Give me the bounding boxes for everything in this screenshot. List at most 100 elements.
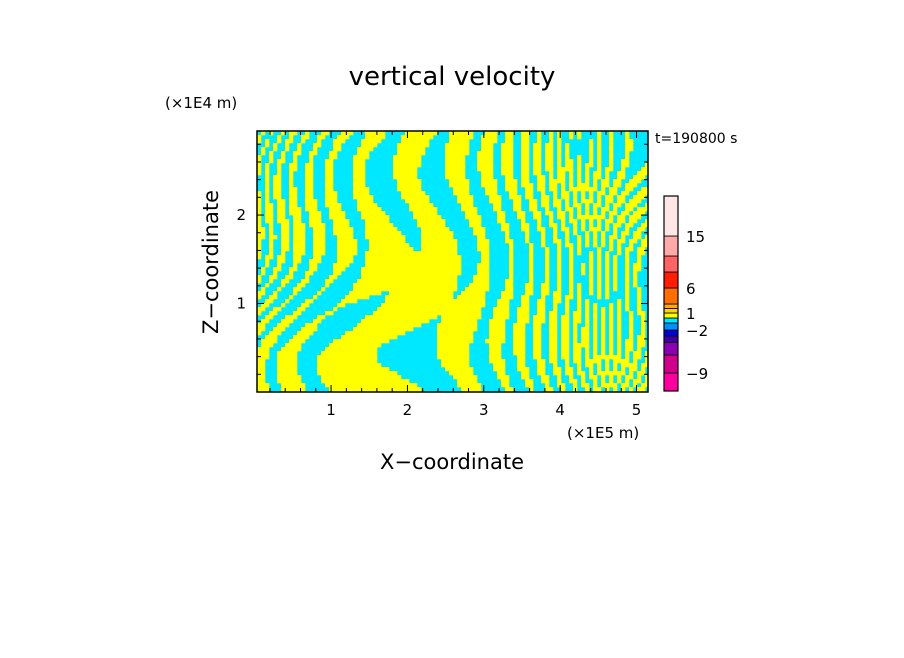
field-cell <box>281 251 286 256</box>
field-cell <box>449 371 474 376</box>
field-cell <box>585 307 590 312</box>
field-cell <box>533 171 542 176</box>
colorbar-label: 6 <box>686 280 696 298</box>
field-cell <box>401 135 434 140</box>
field-cell <box>581 339 590 344</box>
field-cell <box>593 203 602 208</box>
field-cell <box>557 159 562 164</box>
field-cell <box>593 231 598 236</box>
field-cell <box>273 147 278 152</box>
field-cell <box>545 279 550 284</box>
field-cell <box>613 279 618 284</box>
field-cell <box>545 143 554 148</box>
field-cell <box>561 331 570 336</box>
field-cell <box>521 155 530 160</box>
field-cell <box>569 215 574 220</box>
field-cell <box>497 371 506 376</box>
field-cell <box>501 159 514 164</box>
field-cell <box>629 315 634 320</box>
field-cell <box>541 239 546 244</box>
field-cell <box>501 143 514 148</box>
field-cell <box>353 179 366 184</box>
field-cell <box>545 251 550 256</box>
field-cell <box>265 163 270 168</box>
field-cell <box>549 135 554 140</box>
field-cell <box>297 307 306 312</box>
field-cell <box>593 183 598 188</box>
field-cell <box>277 211 286 216</box>
field-cell <box>605 387 610 392</box>
field-cell <box>601 339 606 344</box>
field-cell <box>505 239 514 244</box>
field-cell <box>609 327 614 332</box>
field-cell <box>565 203 570 208</box>
field-cell <box>489 199 502 204</box>
field-cell <box>505 283 514 288</box>
field-cell <box>589 139 594 144</box>
field-cell <box>277 159 286 164</box>
field-cell <box>605 275 610 280</box>
field-cell <box>545 159 554 164</box>
field-cell <box>625 131 630 136</box>
field-cell <box>289 183 294 188</box>
field-cell <box>257 331 262 336</box>
field-cell <box>537 219 542 224</box>
field-cell <box>641 367 646 372</box>
field-cell <box>545 247 550 252</box>
field-cell <box>633 355 642 360</box>
field-cell <box>269 159 274 164</box>
field-cell <box>529 203 538 208</box>
field-cell <box>557 247 562 252</box>
field-cell <box>625 355 630 360</box>
field-cell <box>585 359 602 364</box>
field-cell <box>565 151 570 156</box>
field-cell <box>257 171 262 176</box>
colorbar-band <box>663 354 679 374</box>
x-tick-label: 4 <box>555 401 565 419</box>
field-cell <box>557 131 562 136</box>
field-cell <box>557 259 562 264</box>
field-cell <box>333 307 338 312</box>
field-cell <box>305 179 314 184</box>
field-cell <box>293 231 306 236</box>
field-cell <box>617 323 622 328</box>
field-cell <box>573 223 578 228</box>
field-cell <box>473 279 490 284</box>
field-cell <box>585 203 590 208</box>
field-cell <box>585 211 590 216</box>
field-cell <box>597 195 602 200</box>
field-cell <box>521 143 530 148</box>
field-cell <box>301 303 310 308</box>
field-cell <box>629 387 634 392</box>
field-cell <box>325 163 334 168</box>
field-cell <box>609 375 614 380</box>
field-cell <box>593 311 598 316</box>
field-cell <box>329 215 346 220</box>
field-cell <box>637 347 642 352</box>
field-cell <box>533 315 546 320</box>
field-cell <box>593 303 598 308</box>
field-cell <box>257 207 262 212</box>
field-cell <box>505 187 518 192</box>
field-cell <box>645 203 648 208</box>
field-cell <box>521 295 530 300</box>
field-cell <box>541 283 550 288</box>
field-cell <box>597 199 602 204</box>
field-cell <box>637 287 642 292</box>
field-cell <box>257 359 266 364</box>
field-cell <box>613 363 618 368</box>
field-cell <box>373 311 482 316</box>
field-cell <box>565 303 570 308</box>
field-cell <box>293 151 302 156</box>
field-cell <box>553 239 562 244</box>
field-cell <box>573 359 582 364</box>
field-cell <box>461 203 474 208</box>
field-cell <box>341 299 358 304</box>
field-cell <box>625 307 630 312</box>
field-cell <box>581 219 586 224</box>
field-cell <box>605 263 610 268</box>
field-cell <box>445 159 466 164</box>
field-cell <box>549 331 558 336</box>
field-cell <box>589 375 598 380</box>
field-cell <box>545 163 554 168</box>
